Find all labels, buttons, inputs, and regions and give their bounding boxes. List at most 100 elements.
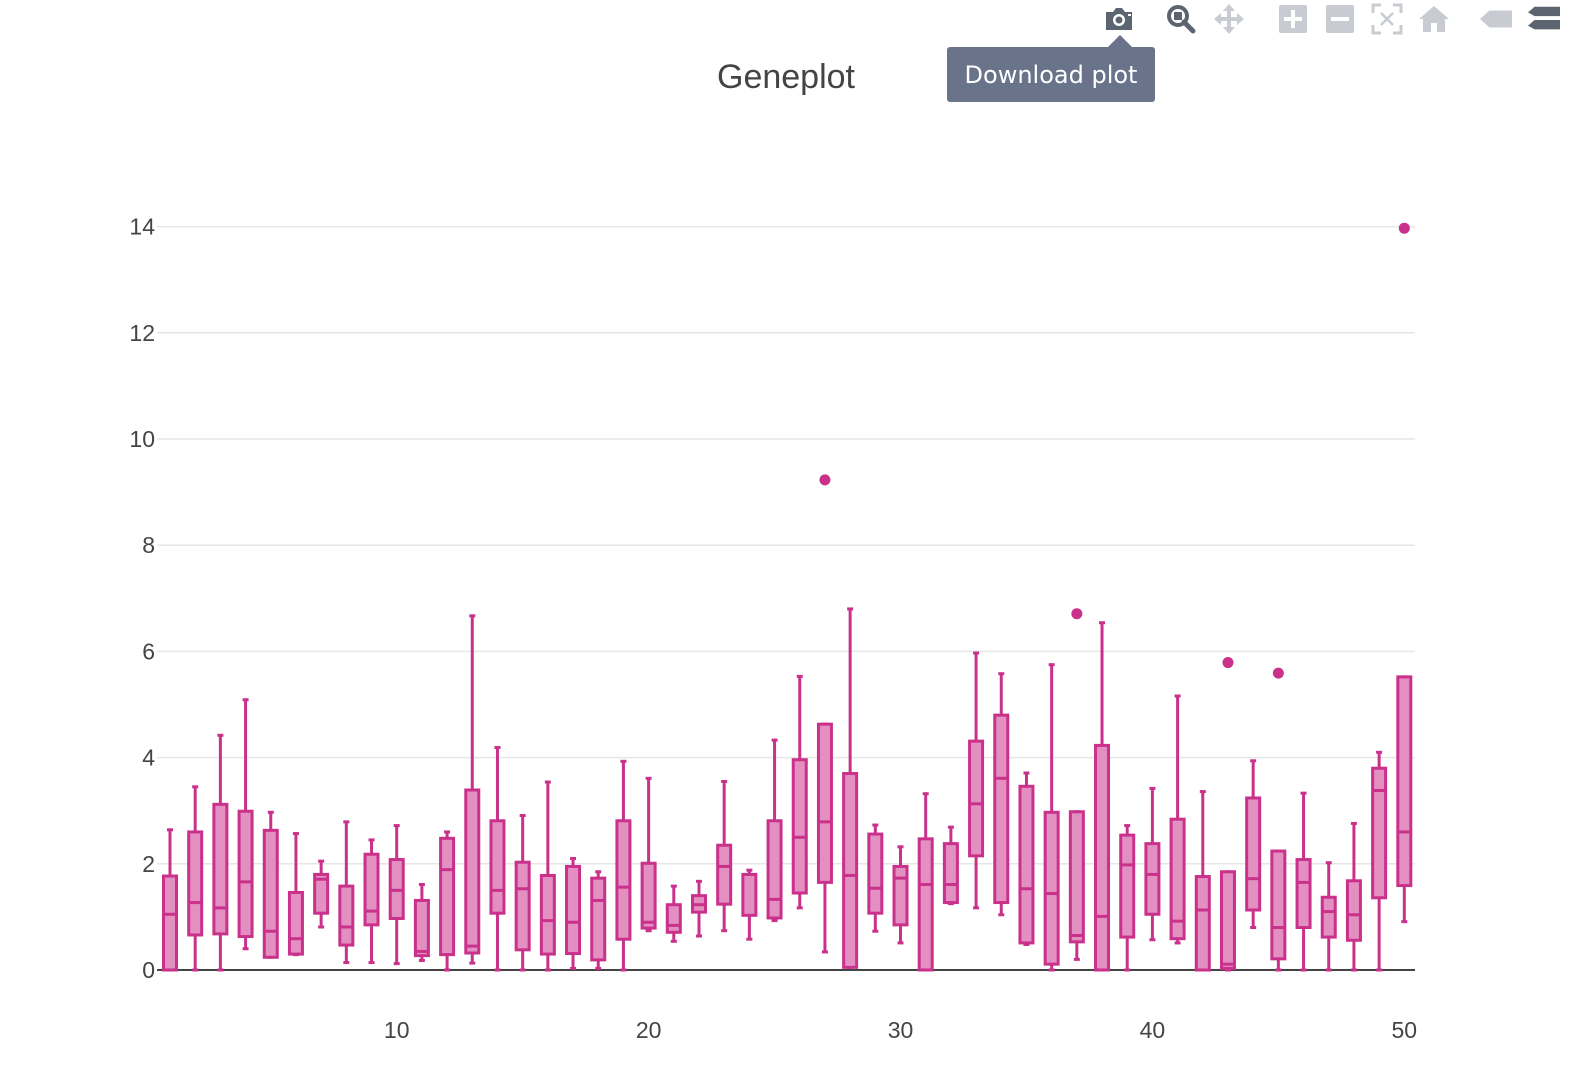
box-6 [287, 832, 304, 957]
outlier-point [1222, 657, 1234, 669]
box-body [187, 830, 204, 937]
zoom-icon[interactable] [1165, 4, 1197, 34]
y-tick-label: 8 [142, 532, 155, 558]
pan-icon[interactable] [1213, 4, 1245, 34]
y-tick-label: 12 [129, 320, 155, 346]
box-37 [1068, 608, 1085, 961]
box-body [1219, 870, 1236, 970]
y-tick-label: 10 [129, 426, 155, 452]
box-body [993, 713, 1010, 905]
box-5 [262, 810, 279, 959]
box-body [413, 898, 430, 958]
box-46 [1295, 791, 1312, 972]
box-41 [1169, 694, 1186, 945]
box-body [842, 772, 859, 969]
box-9 [363, 838, 380, 965]
box-36 [1043, 663, 1060, 972]
box-7 [313, 859, 330, 929]
box-35 [1018, 771, 1035, 947]
box-1 [162, 828, 178, 972]
box-17 [565, 856, 582, 970]
zoom-out-icon[interactable] [1324, 4, 1356, 34]
box-29 [867, 823, 884, 933]
box-40 [1144, 786, 1161, 942]
y-tick-label: 14 [129, 214, 155, 240]
box-43 [1219, 657, 1236, 972]
box-body [968, 739, 985, 858]
box-11 [413, 883, 430, 962]
box-19 [615, 759, 632, 972]
box-23 [716, 779, 733, 933]
box-50 [1396, 222, 1413, 924]
box-18 [590, 870, 607, 970]
x-axis-ticks: 10 20 30 40 50 [384, 1017, 1417, 1043]
box-15 [514, 813, 531, 972]
box-body [565, 864, 582, 956]
box-33 [968, 651, 985, 910]
box-body [287, 890, 304, 956]
box-34 [993, 672, 1010, 917]
box-body [1345, 879, 1362, 942]
chart-title: Geneplot [717, 58, 856, 96]
box-body [892, 864, 909, 927]
box-45 [1270, 667, 1287, 972]
box-21 [665, 884, 682, 943]
camera-icon[interactable] [1103, 4, 1135, 34]
box-body [313, 872, 330, 915]
box-body [1295, 858, 1312, 930]
modebar [1095, 0, 1596, 40]
box-body [1169, 817, 1186, 941]
box-42 [1194, 790, 1211, 972]
box-30 [892, 845, 909, 945]
box-8 [338, 820, 355, 965]
y-tick-label: 0 [142, 957, 155, 983]
box-body [942, 842, 959, 905]
box-body [917, 837, 934, 972]
box-20 [640, 776, 657, 933]
box-body [1018, 784, 1035, 945]
autoscale-icon[interactable] [1371, 3, 1403, 35]
box-body [640, 861, 657, 930]
box-4 [237, 698, 254, 951]
box-12 [439, 830, 456, 972]
box-26 [791, 674, 808, 910]
box-body [867, 832, 884, 915]
box-body [816, 722, 833, 884]
x-tick-label: 40 [1140, 1017, 1166, 1043]
y-axis-ticks: 0 2 4 6 8 10 12 14 [129, 214, 155, 983]
box-body [363, 852, 380, 927]
zoom-in-icon[interactable] [1277, 4, 1309, 34]
box-body [791, 758, 808, 895]
box-body [1094, 743, 1111, 972]
box-31 [917, 792, 934, 972]
box-body [1194, 875, 1211, 972]
box-22 [690, 879, 707, 938]
box-39 [1119, 824, 1136, 972]
box-27 [816, 474, 833, 954]
outlier-point [1272, 667, 1284, 679]
hover-compare-icon[interactable] [1528, 4, 1560, 34]
hover-closest-icon[interactable] [1480, 4, 1512, 34]
box-body [464, 788, 481, 955]
x-tick-label: 30 [888, 1017, 914, 1043]
box-body [1043, 810, 1060, 966]
box-48 [1345, 821, 1362, 972]
box-body [1371, 766, 1388, 900]
box-10 [388, 824, 405, 966]
boxes-layer [162, 222, 1413, 972]
box-body [162, 874, 178, 972]
box-44 [1245, 759, 1262, 930]
box-body [741, 872, 758, 917]
box-body [1396, 675, 1413, 888]
home-icon[interactable] [1418, 4, 1450, 34]
box-body [439, 836, 456, 957]
box-body [615, 819, 632, 941]
box-3 [212, 733, 229, 972]
y-tick-label: 6 [142, 638, 155, 664]
box-25 [766, 738, 783, 923]
x-tick-label: 20 [636, 1017, 662, 1043]
box-body [514, 860, 531, 952]
box-body [489, 819, 506, 915]
download-plot-tooltip: Download plot [947, 35, 1155, 102]
